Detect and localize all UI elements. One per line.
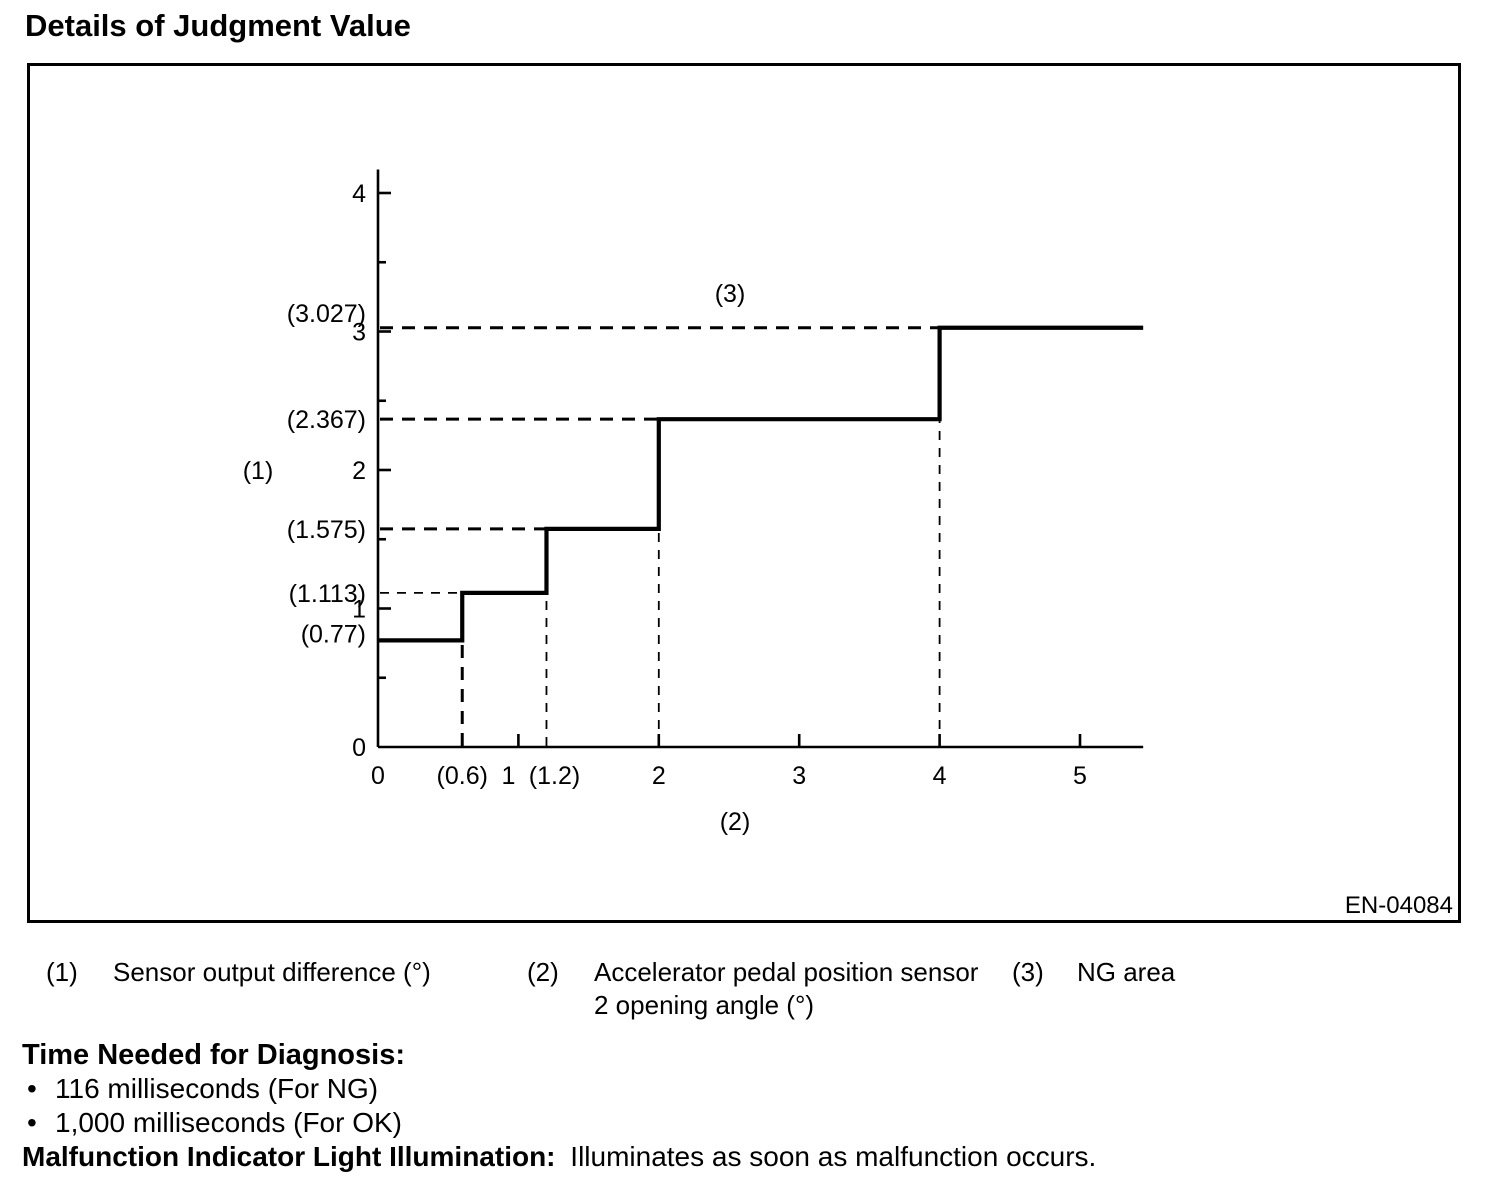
legend-ref-1: (1) (46, 957, 78, 987)
diagnosis-time-list: 116 milliseconds (For NG) 1,000 millisec… (22, 1072, 1472, 1140)
diagnosis-time-heading: Time Needed for Diagnosis: (22, 1039, 405, 1071)
legend-label-3-text: NG area (1077, 957, 1176, 987)
page-title: Details of Judgment Value (25, 8, 411, 43)
figure-box (27, 63, 1461, 923)
figure-code: EN-04084 (1344, 892, 1453, 919)
legend-label-2-line1: Accelerator pedal position sensor (594, 957, 979, 987)
mil-illumination-heading: Malfunction Indicator Light Illumination… (22, 1141, 556, 1172)
diagnosis-time-item-ok: 1,000 milliseconds (For OK) (22, 1106, 1472, 1140)
mil-illumination-line: Malfunction Indicator Light Illumination… (22, 1140, 1472, 1174)
legend-label-1-text: Sensor output difference (°) (113, 957, 431, 987)
notes-section: Time Needed for Diagnosis: 116 milliseco… (22, 1038, 1472, 1174)
legend-ref-3: (3) (1012, 957, 1044, 987)
legend-ref-2: (2) (527, 957, 559, 987)
legend-label-1: Sensor output difference (°) (113, 956, 431, 989)
diagnosis-time-item-ng: 116 milliseconds (For NG) (22, 1072, 1472, 1106)
legend-label-2: Accelerator pedal position sensor 2 open… (594, 956, 1014, 1022)
legend-label-3: NG area (1077, 956, 1175, 989)
legend-label-2-line2: 2 opening angle (°) (594, 990, 814, 1020)
mil-illumination-text: Illuminates as soon as malfunction occur… (570, 1141, 1097, 1172)
